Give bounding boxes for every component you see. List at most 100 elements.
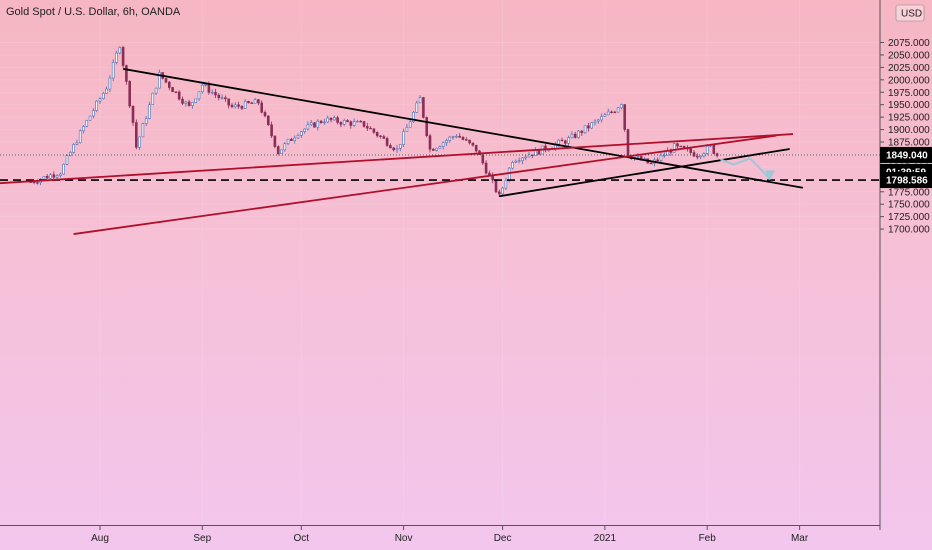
candle-body	[712, 144, 716, 154]
candle-body	[626, 129, 630, 158]
candle-body	[55, 175, 59, 178]
candle-body	[234, 104, 237, 108]
candle-body	[695, 155, 699, 158]
candle-body	[332, 117, 336, 121]
candle-body	[171, 87, 174, 93]
candle-body	[408, 121, 412, 128]
candle-body	[69, 152, 72, 156]
candle-body	[263, 112, 267, 117]
candle-body	[224, 97, 227, 100]
candle-body	[323, 121, 326, 124]
candle-body	[65, 155, 69, 165]
candle-body	[260, 102, 264, 113]
price-tick-label: 1900.000	[888, 125, 930, 136]
candle-body	[151, 92, 155, 105]
candle-body	[425, 117, 429, 136]
candle-body	[356, 120, 359, 123]
candle-body	[276, 146, 280, 155]
candle-body	[210, 91, 214, 94]
candle-body	[214, 91, 217, 96]
candle-body	[184, 101, 188, 104]
candle-body	[250, 102, 254, 104]
candle-body	[243, 100, 247, 109]
trendline-black	[499, 148, 790, 198]
candle-body	[563, 140, 567, 144]
candle-body	[154, 87, 158, 94]
candle-body	[435, 147, 438, 151]
candle-body	[144, 118, 148, 124]
candle-body	[672, 143, 676, 153]
candle-body	[164, 78, 168, 83]
price-tick-label: 2075.000	[888, 38, 930, 49]
candle-body	[504, 180, 508, 189]
candle-body	[293, 137, 297, 141]
candle-body	[102, 93, 105, 99]
candle-body	[207, 84, 211, 93]
candle-body	[656, 159, 660, 162]
trendline-red	[0, 133, 794, 185]
level-tag: 1798.586	[886, 176, 928, 187]
price-tick-label: 1925.000	[888, 113, 930, 124]
candle-body	[620, 104, 623, 109]
candle-body	[131, 105, 135, 123]
time-tick-label: Nov	[395, 533, 413, 544]
candle-body	[649, 162, 653, 165]
candle-body	[201, 84, 204, 93]
candle-body	[580, 130, 584, 134]
candle-body	[570, 133, 574, 139]
price-tick-label: 1725.000	[888, 212, 930, 223]
candle-body	[560, 139, 564, 142]
candle-body	[42, 176, 46, 180]
candle-body	[527, 154, 531, 158]
candle-body	[98, 98, 102, 102]
price-tick-label: 1700.000	[888, 225, 930, 236]
candle-body	[148, 104, 151, 119]
candle-body	[369, 127, 372, 130]
candle-body	[319, 120, 323, 124]
candle-body	[92, 110, 95, 117]
candle-body	[372, 128, 376, 133]
candle-body	[702, 153, 706, 157]
current-price-tag: 1849.040	[886, 150, 928, 161]
candle-body	[583, 125, 587, 134]
candle-body	[227, 98, 230, 106]
candle-body	[497, 191, 501, 195]
candle-body	[362, 121, 366, 127]
candle-body	[158, 72, 161, 89]
candle-body	[471, 142, 475, 146]
candle-body	[606, 111, 610, 116]
candle-body	[313, 122, 316, 128]
candle-body	[441, 142, 445, 147]
candle-body	[359, 120, 363, 123]
candle-body	[392, 147, 396, 151]
candle-body	[484, 162, 488, 174]
candle-body	[577, 130, 580, 138]
candle-body	[280, 149, 283, 155]
candle-body	[49, 174, 52, 179]
candle-body	[600, 116, 603, 121]
candle-body	[610, 111, 613, 114]
candle-body	[455, 135, 458, 138]
candle-body	[379, 135, 382, 137]
chart-title: Gold Spot / U.S. Dollar, 6h, OANDA	[6, 6, 181, 18]
candle-body	[82, 126, 85, 132]
candle-body	[237, 104, 240, 107]
candle-body	[603, 114, 607, 117]
candle-body	[303, 128, 306, 132]
candle-body	[521, 157, 524, 162]
candle-body	[395, 147, 399, 151]
candle-body	[676, 143, 679, 147]
candle-body	[596, 119, 600, 122]
candle-body	[118, 47, 122, 54]
level-tag-bg	[880, 172, 932, 189]
candle-body	[623, 104, 627, 130]
candle-body	[418, 97, 422, 104]
candle-body	[659, 154, 663, 161]
candle-body	[115, 52, 118, 63]
candle-body	[474, 144, 478, 152]
candle-body	[296, 135, 300, 139]
candle-body	[590, 122, 594, 129]
candle-body	[88, 115, 92, 121]
time-tick-label: Oct	[294, 533, 310, 544]
